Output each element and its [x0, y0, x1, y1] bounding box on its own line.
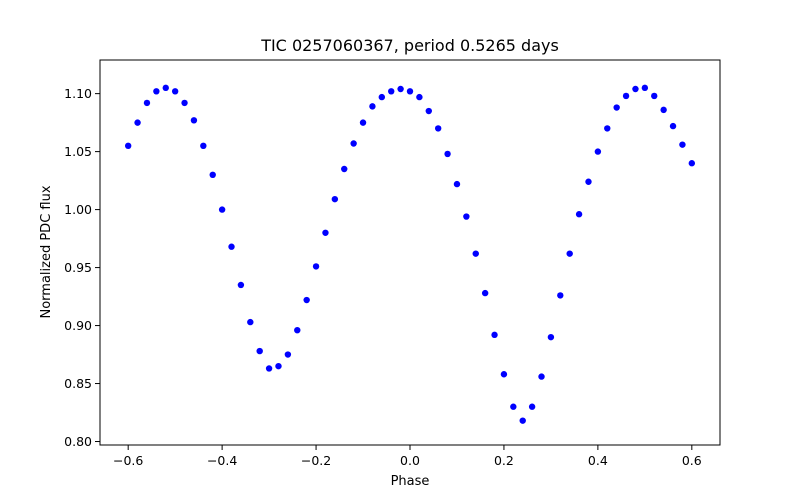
data-point	[303, 296, 310, 304]
data-point	[444, 150, 451, 158]
x-axis-label: Phase	[391, 474, 430, 489]
data-point	[256, 347, 263, 355]
data-point	[331, 195, 339, 203]
data-point	[585, 178, 592, 185]
data-point	[613, 104, 620, 111]
data-point	[378, 93, 386, 101]
x-axis-ticks: −0.6 −0.4 −0.2 0.0 0.2 0.4 0.6	[113, 445, 702, 468]
y-axis-label: Normalized PDC flux	[39, 185, 54, 318]
data-points	[124, 84, 696, 424]
data-point	[237, 281, 245, 289]
data-point	[124, 142, 132, 150]
data-point	[528, 403, 536, 410]
x-tick-label: 0.0	[400, 453, 420, 468]
data-point	[434, 125, 442, 132]
chart-title: TIC 0257060367, period 0.5265 days	[260, 36, 559, 55]
y-tick-label: 0.90	[64, 318, 92, 333]
data-point	[510, 403, 517, 410]
data-point	[406, 88, 414, 95]
data-point	[341, 165, 348, 173]
data-point	[247, 318, 254, 326]
data-point	[641, 84, 649, 92]
data-point	[594, 148, 602, 155]
data-point	[500, 371, 508, 378]
data-point	[294, 326, 301, 334]
data-point	[153, 88, 160, 95]
x-tick-label: 0.6	[682, 453, 702, 468]
data-point	[622, 92, 630, 100]
data-point	[388, 88, 395, 95]
data-point	[265, 365, 273, 372]
x-tick-label: −0.2	[301, 453, 331, 468]
data-point	[200, 142, 207, 150]
data-point	[575, 211, 583, 218]
data-point	[369, 103, 376, 110]
data-point	[134, 119, 141, 126]
data-point	[162, 84, 169, 92]
data-point	[322, 229, 329, 236]
data-point	[688, 160, 696, 167]
data-point	[519, 417, 526, 424]
data-point	[228, 243, 235, 250]
data-point	[679, 141, 686, 148]
data-point	[669, 122, 677, 130]
data-point	[284, 351, 292, 358]
x-tick-label: −0.4	[207, 453, 237, 468]
x-tick-label: −0.6	[113, 453, 143, 468]
y-tick-label: 0.95	[64, 260, 92, 275]
data-point	[463, 213, 470, 220]
data-point	[275, 362, 282, 370]
data-point	[538, 373, 545, 380]
data-point	[547, 333, 555, 341]
data-point	[143, 99, 151, 107]
data-point	[453, 180, 461, 188]
data-point	[604, 125, 611, 132]
data-point	[632, 85, 639, 93]
data-point	[209, 171, 216, 179]
y-tick-label: 1.05	[64, 144, 92, 159]
data-point	[359, 119, 367, 126]
data-point	[425, 107, 432, 115]
data-point	[472, 250, 479, 257]
y-tick-label: 0.85	[64, 376, 92, 391]
y-axis-ticks: 0.80 0.85 0.90 0.95 1.00 1.05 1.10	[64, 86, 100, 449]
y-tick-label: 0.80	[64, 434, 92, 449]
data-point	[416, 93, 423, 101]
x-tick-label: 0.2	[494, 453, 514, 468]
data-point	[566, 250, 573, 257]
y-tick-label: 1.10	[64, 86, 92, 101]
x-tick-label: 0.4	[588, 453, 608, 468]
data-point	[312, 263, 320, 270]
data-point	[651, 92, 658, 100]
data-point	[397, 85, 404, 93]
data-point	[660, 106, 667, 114]
data-point	[350, 140, 357, 147]
data-point	[491, 331, 498, 339]
data-point	[557, 292, 564, 299]
y-tick-label: 1.00	[64, 202, 92, 217]
data-point	[171, 88, 179, 95]
data-point	[218, 206, 226, 213]
data-point	[181, 99, 188, 107]
data-point	[190, 117, 198, 124]
data-point	[481, 289, 489, 297]
